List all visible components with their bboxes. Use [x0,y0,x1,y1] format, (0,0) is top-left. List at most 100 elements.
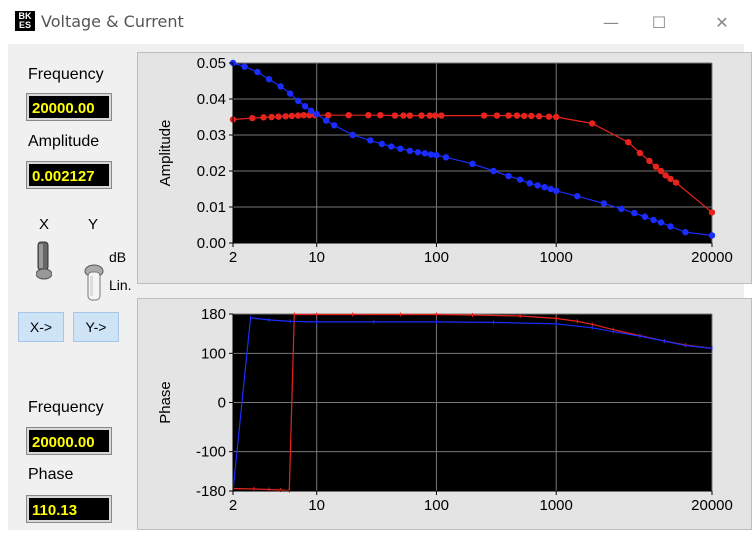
amplitude-x-tick-label: 1000 [540,249,573,266]
amplitude-series-1-point [313,110,320,118]
amplitude-chart-svg: 2 10 100 1000 20000 0.00 0.01 0.02 0.03 0.04 0.05 A… [157,55,733,266]
amplitude-x-tick-label: 100 [424,249,449,266]
amplitude-label: Amplitude [28,133,100,150]
amplitude-series-1-point [331,122,338,129]
close-button[interactable]: ✕ [715,12,729,32]
amplitude-series-0-point [535,113,543,120]
amplitude-series-0-point [625,139,632,146]
amplitude-series-0-point [652,163,660,170]
amplitude-series-1-point [442,154,450,161]
amplitude-series-1-point [254,68,261,76]
amplitude-series-0-point [672,179,680,186]
amplitude-y-tick-label: 0.05 [197,55,226,72]
maximize-button[interactable]: ☐ [651,12,667,32]
amplitude-series-1-point [308,107,315,115]
amplitude-series-1-point [553,187,560,194]
amplitude-series-0-point [300,112,307,119]
y-arrow-button[interactable]: Y-> [73,312,119,342]
amplitude-series-1-point [433,151,440,159]
amplitude-series-0-point [662,172,669,179]
amplitude-series-0-point [480,112,488,119]
amplitude-series-1-point [618,205,625,212]
amplitude-series-1-point [286,90,294,97]
amplitude-series-0-point [249,114,256,122]
amplitude-series-1-point [378,140,386,148]
amplitude-series-1-point [505,172,512,180]
amplitude-series-0-point [406,112,414,119]
amplitude-y-tick-label: 0.00 [197,235,226,252]
amplitude-series-0-point [545,113,553,120]
amplitude-series-0-point [260,114,267,121]
amplitude-series-1-point [469,160,476,167]
amplitude-series-0-point [636,149,644,157]
amplitude-series-0-point [365,112,372,119]
amplitude-readout: 0.002127 [26,161,112,189]
amplitude-series-1-point [534,182,541,189]
y-toggle-label: Y [88,216,99,233]
minimize-button[interactable]: — [603,12,619,32]
amplitude-y-axis-label: Amplitude [157,120,174,187]
amplitude-series-0-point [708,209,716,216]
amplitude-y-tick-label: 0.03 [197,127,226,144]
amplitude-series-0-point [288,112,296,120]
frequency-readout: 20000.00 [26,93,112,121]
frequency2-readout: 20000.00 [26,427,112,455]
phase-y-tick-label: -180 [196,483,226,500]
title-bar: BK ES Voltage & Current — ☐ ✕ [0,0,752,44]
amplitude-x-tick-label: 2 [229,249,237,266]
amplitude-series-1-point [650,216,657,224]
amplitude-chart[interactable]: 2 10 100 1000 20000 0.00 0.01 0.02 0.03 0.04 0.05 A… [137,52,752,284]
amplitude-y-tick-label: 0.01 [197,199,226,216]
amplitude-series-1-point [574,193,581,200]
amplitude-series-0-point [432,112,439,119]
amplitude-series-1-point [516,176,524,183]
phase-y-tick-label: 0 [218,395,226,412]
amplitude-series-0-point [505,112,512,119]
amplitude-series-1-point [667,223,674,230]
amplitude-series-0-point [418,112,425,119]
window-title: Voltage & Current [41,12,184,31]
phase-x-tick-label: 10 [308,497,325,514]
amplitude-series-1-point [414,149,422,156]
amplitude-series-1-point [421,150,429,157]
amplitude-series-0-point [528,112,535,120]
phase-chart[interactable]: 2 10 100 1000 20000 -180 -100 0 100 180 Phase [137,298,752,530]
x-toggle-switch[interactable] [35,240,53,280]
amplitude-series-0-point [438,112,445,119]
amplitude-series-0-point [493,112,501,119]
amplitude-series-1-point [367,137,374,144]
amplitude-series-1-point [322,117,330,124]
lin-label: Lin. [109,277,132,293]
amplitude-series-1-point [397,145,404,152]
amplitude-series-1-point [277,83,284,90]
amplitude-series-0-point [513,112,521,119]
amplitude-series-1-point [406,147,414,155]
phase-y-tick-label: -100 [196,444,226,461]
db-label: dB [109,249,127,265]
amplitude-series-1-point [241,63,248,70]
amplitude-series-1-point [541,184,548,191]
frequency2-label: Frequency [28,399,104,416]
phase-y-tick-label: 100 [201,345,226,362]
amplitude-series-1-point [265,76,273,83]
x-arrow-button[interactable]: X-> [18,312,64,342]
amplitude-series-0-point [657,167,665,175]
amplitude-series-0-point [589,120,596,127]
amplitude-series-0-point [268,113,275,121]
amplitude-series-0-point [553,113,560,121]
db-lin-toggle-switch[interactable] [84,262,106,304]
amplitude-series-1-point [657,219,665,226]
phase-chart-svg: 2 10 100 1000 20000 -180 -100 0 100 180 Phase [157,306,733,514]
amplitude-series-0-point [426,112,434,119]
amplitude-series-0-point [294,112,302,119]
amplitude-series-1-point [301,103,309,110]
amplitude-series-1-point [682,229,689,236]
phase-x-tick-label: 2 [229,497,237,514]
amplitude-x-tick-label: 20000 [691,249,733,266]
amplitude-x-tick-label: 10 [308,249,325,266]
amplitude-series-1-point [294,97,302,104]
amplitude-series-0-point [391,112,399,119]
amplitude-series-0-point [275,113,282,120]
phase-y-tick-label: 180 [201,306,226,323]
amplitude-series-1-point [349,131,356,139]
